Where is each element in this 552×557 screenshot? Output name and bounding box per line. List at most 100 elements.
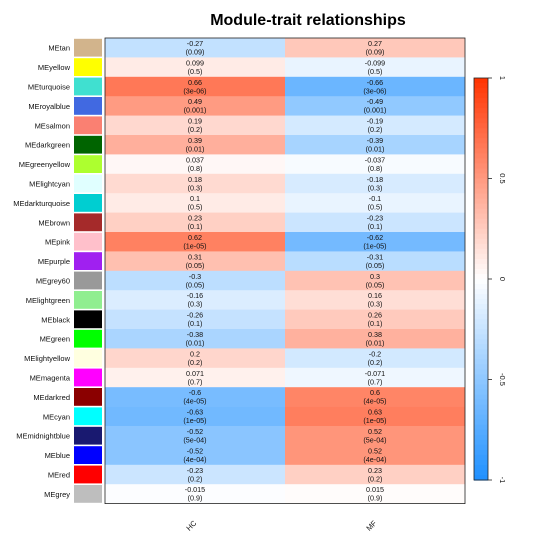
colorbar-segment [474, 228, 488, 235]
column-label: HC [184, 518, 198, 532]
heatmap-cell [105, 96, 285, 116]
cell-pvalue: (0.09) [186, 48, 205, 57]
colorbar-segment [474, 218, 488, 225]
module-color-swatch [74, 329, 102, 348]
cell-correlation: 0.015 [366, 485, 384, 494]
heatmap-cell [285, 464, 465, 485]
row-label: MElightgreen [26, 296, 70, 305]
module-color-swatch [74, 252, 102, 270]
cell-pvalue: (0.2) [368, 125, 383, 134]
cell-pvalue: (0.3) [368, 300, 383, 309]
module-color-swatch [74, 271, 102, 290]
colorbar-tick-label: 0.5 [498, 173, 507, 183]
cell-pvalue: (0.3) [188, 183, 203, 192]
cell-correlation: 0.39 [188, 136, 202, 145]
heatmap-row: MEgrey-0.015(0.9)0.015(0.9) [44, 484, 465, 504]
column-labels: HC MF [184, 518, 378, 532]
cell-correlation: 0.071 [186, 369, 204, 378]
colorbar-segment [474, 188, 488, 195]
module-color-swatch [74, 485, 102, 503]
heatmap-cell [105, 38, 285, 58]
colorbar-segment [474, 223, 488, 230]
row-label: MEblack [41, 315, 70, 324]
row-label: MEred [48, 471, 70, 480]
colorbar-segment [474, 183, 488, 190]
cell-pvalue: (0.001) [184, 106, 207, 115]
cell-correlation: -0.26 [187, 311, 203, 320]
row-label: MEmagenta [30, 374, 71, 383]
cell-pvalue: (0.5) [188, 67, 203, 76]
cell-pvalue: (0.1) [368, 319, 383, 328]
colorbar-segment [474, 329, 488, 335]
cell-pvalue: (0.09) [366, 48, 385, 57]
heatmap-cell [105, 57, 285, 78]
colorbar-segment [474, 123, 488, 129]
colorbar-segment [474, 359, 488, 366]
cell-pvalue: (3e-06) [183, 86, 206, 95]
cell-pvalue: (5e-04) [183, 436, 206, 445]
cell-pvalue: (0.5) [368, 67, 383, 76]
row-label: MEblue [45, 451, 70, 460]
module-color-swatch [74, 407, 102, 426]
colorbar-segment [474, 198, 488, 205]
cell-correlation: -0.31 [367, 252, 383, 261]
cell-correlation: -0.52 [187, 446, 203, 455]
cell-correlation: -0.099 [365, 58, 385, 67]
row-label: MEdarkred [33, 393, 70, 402]
colorbar-segment [474, 439, 488, 446]
colorbar-segment [474, 138, 488, 144]
heatmap-cell [285, 348, 465, 369]
cell-pvalue: (0.2) [188, 125, 203, 134]
chart-title: Module-trait relationships [210, 12, 406, 29]
heatmap-row: MEmidnightblue-0.52(5e-04)0.52(5e-04) [16, 426, 465, 446]
cell-pvalue: (4e-05) [183, 397, 206, 406]
cell-correlation: -0.19 [367, 117, 383, 126]
colorbar-segment [474, 334, 488, 340]
heatmap-row: MEcyan-0.63(1e-05)0.63(1e-05) [43, 406, 465, 427]
colorbar-segment [474, 354, 488, 360]
heatmap-cell [285, 38, 465, 58]
heatmap-cell [285, 154, 465, 175]
cell-pvalue: (1e-05) [183, 242, 206, 251]
colorbar-segment [474, 279, 488, 285]
colorbar-tick-label: 0 [498, 277, 507, 281]
heatmap-cell [105, 212, 285, 233]
cell-pvalue: (0.1) [368, 222, 383, 231]
module-color-swatch [74, 116, 102, 135]
cell-correlation: -0.1 [369, 194, 381, 203]
cell-correlation: 0.62 [188, 233, 202, 242]
row-label: MEcyan [43, 412, 70, 421]
heatmap-cell [285, 193, 465, 213]
colorbar-segment [474, 88, 488, 94]
colorbar-segment [474, 464, 488, 471]
cell-pvalue: (0.7) [368, 377, 383, 386]
cell-pvalue: (0.8) [368, 164, 383, 173]
colorbar-segment [474, 248, 488, 255]
module-color-swatch [74, 77, 102, 96]
heatmap-cell [105, 309, 285, 330]
cell-pvalue: (0.2) [368, 358, 383, 367]
colorbar-segment [474, 319, 488, 325]
heatmap-cell [285, 484, 465, 504]
module-color-swatch [74, 38, 102, 57]
heatmap-cell [285, 76, 465, 97]
colorbar-segment [474, 98, 488, 104]
cell-correlation: 0.037 [186, 155, 204, 164]
colorbar-segment [474, 173, 488, 180]
heatmap-cell [105, 251, 285, 272]
colorbar-segment [474, 168, 488, 175]
heatmap-cell [285, 173, 465, 194]
colorbar-segment [474, 118, 488, 124]
row-label: MEtan [48, 44, 70, 53]
heatmap-cell [105, 232, 285, 252]
cell-correlation: -0.23 [367, 214, 383, 223]
colorbar-segment [474, 148, 488, 154]
cell-pvalue: (1e-05) [363, 242, 386, 251]
row-label: MEgreenyellow [19, 160, 71, 169]
colorbar-segment [474, 153, 488, 159]
